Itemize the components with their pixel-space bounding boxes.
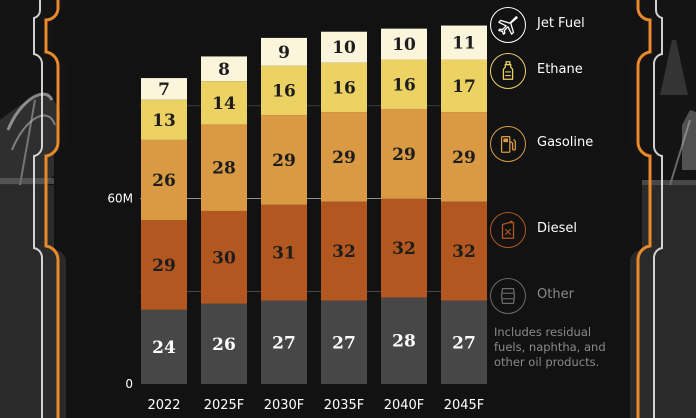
data-label: 26 — [212, 335, 236, 355]
data-label: 17 — [452, 77, 476, 97]
footnote: Includes residual fuels, naphtha, and ot… — [494, 325, 606, 369]
bar-segment-diesel — [441, 201, 487, 301]
bar-segment-jet-fuel — [441, 25, 487, 60]
frame-right-orange — [636, 0, 652, 418]
bar-segment-ethane — [381, 59, 427, 109]
y-axis: 0 60M — [107, 192, 133, 391]
bar-segment-ethane — [441, 59, 487, 113]
data-label: 27 — [452, 333, 476, 353]
bar-segment-diesel — [141, 220, 187, 310]
x-tick-label: 2030F — [264, 398, 305, 413]
legend-label: Gasoline — [537, 135, 594, 150]
legend-label: Ethane — [537, 62, 583, 77]
bar-segment-jet-fuel — [381, 28, 427, 60]
bar-segment-ethane — [201, 81, 247, 125]
data-label: 16 — [392, 75, 416, 95]
bar-segment-other — [201, 303, 247, 384]
airplane-icon — [490, 7, 526, 43]
bar-segment-diesel — [381, 198, 427, 298]
bar-segment-diesel — [201, 210, 247, 304]
data-label: 11 — [452, 34, 476, 54]
legend-item-other: Other — [490, 278, 690, 318]
jerry-can-icon — [490, 212, 526, 248]
gridlines — [140, 105, 486, 292]
legend-label: Diesel — [537, 221, 578, 236]
bar-segment-gasoline — [381, 108, 427, 199]
bar-segment-ethane — [321, 62, 367, 113]
bar-segment-jet-fuel — [321, 31, 367, 63]
y-tick-label: 0 — [125, 377, 133, 391]
data-label: 14 — [212, 94, 236, 114]
data-label: 27 — [332, 333, 356, 353]
data-label: 10 — [332, 38, 356, 58]
barrel-icon — [490, 278, 526, 314]
data-label: 31 — [272, 244, 296, 264]
legend-item-ethane: Ethane — [490, 53, 690, 93]
bar-segment-gasoline — [261, 115, 307, 205]
bar-segment-jet-fuel — [141, 78, 187, 100]
bars: 24 29 26 13 7 26 30 28 14 8 27 31 29 16 9 27 32 29 16 10 28 3… — [141, 25, 487, 384]
x-tick-label: 2045F — [444, 398, 485, 413]
x-tick-label: 2022 — [147, 398, 180, 413]
data-label: 27 — [272, 333, 296, 353]
data-label: 26 — [152, 171, 176, 191]
legend-item-jet-fuel: Jet Fuel — [490, 7, 690, 47]
bar-segment-gasoline — [441, 112, 487, 202]
bar-segment-ethane — [141, 99, 187, 140]
bottle-icon — [490, 53, 526, 89]
bar-segment-other — [261, 300, 307, 384]
data-label: 10 — [392, 35, 416, 55]
bar-segment-gasoline — [141, 139, 187, 221]
frame-left-orange — [44, 0, 60, 418]
bar-segment-jet-fuel — [201, 56, 247, 82]
data-label: 16 — [332, 78, 356, 98]
x-tick-label: 2025F — [204, 398, 245, 413]
bar-segment-other — [381, 297, 427, 384]
legend-item-gasoline: Gasoline — [490, 126, 690, 166]
legend-label: Jet Fuel — [537, 16, 585, 31]
bar-segment-other — [321, 300, 367, 384]
data-label: 7 — [158, 80, 170, 100]
data-label: 29 — [152, 256, 176, 276]
bar-segment-other — [441, 300, 487, 384]
fuel-pump-icon — [490, 126, 526, 162]
x-tick-label: 2040F — [384, 398, 425, 413]
data-label: 29 — [452, 148, 476, 168]
bar-segment-gasoline — [201, 124, 247, 211]
data-label: 32 — [392, 239, 416, 259]
data-label: 29 — [272, 151, 296, 171]
data-label: 30 — [212, 248, 236, 268]
data-label: 13 — [152, 111, 176, 131]
bar-segment-jet-fuel — [261, 37, 307, 66]
bar-segment-gasoline — [321, 112, 367, 202]
data-label: 29 — [332, 148, 356, 168]
bar-segment-ethane — [261, 65, 307, 116]
legend-item-diesel: Diesel — [490, 212, 690, 252]
y-tick-label: 60M — [107, 192, 133, 206]
legend-label: Other — [537, 287, 574, 302]
bar-segment-other — [141, 309, 187, 384]
frame-right-white — [652, 0, 663, 418]
bar-segment-diesel — [261, 204, 307, 301]
frame-left-white — [33, 0, 44, 418]
data-label: 16 — [272, 81, 296, 101]
data-label: 28 — [392, 332, 416, 352]
x-tick-label: 2035F — [324, 398, 365, 413]
data-label: 29 — [392, 145, 416, 165]
data-label: 28 — [212, 159, 236, 179]
x-axis: 2022 2025F 2030F 2035F 2040F 2045F — [147, 398, 484, 413]
data-label: 24 — [152, 338, 176, 358]
data-label: 32 — [332, 242, 356, 262]
data-label: 32 — [452, 242, 476, 262]
bar-segment-diesel — [321, 201, 367, 301]
data-label: 9 — [278, 43, 290, 63]
data-label: 8 — [218, 60, 230, 80]
